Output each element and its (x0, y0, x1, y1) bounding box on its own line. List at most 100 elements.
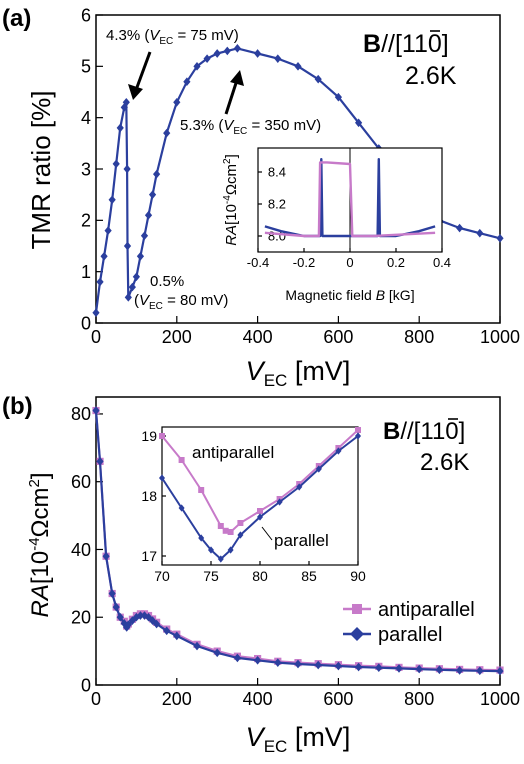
b-main-point-parallel (153, 619, 161, 629)
a-main-point-series-0 (213, 49, 221, 58)
b-inset-point-antiparallel (198, 487, 205, 493)
a-main-point-series-0 (100, 251, 108, 261)
a-main-point-series-0 (183, 77, 191, 87)
a-main-point-series-0 (140, 231, 149, 241)
b-main-point-parallel (456, 666, 464, 675)
b-inset-point-parallel (217, 555, 224, 563)
annotation-peak2: 5.3% (VEC = 350 mV) (180, 117, 321, 137)
a-main-point-series-0 (254, 49, 262, 58)
b-main-point-parallel (496, 666, 504, 676)
panel-a-inset: -0.4 -0.2 0 0.2 0.48.08.28.4 RA[10-4Ωcm2] Ma… (222, 147, 451, 303)
panel-a-inset-xlabel: Magnetic field B [kG] (285, 287, 414, 303)
a-main-point-series-0 (132, 272, 140, 282)
panel-b-legend: antiparallel parallel (343, 599, 475, 646)
a-inset-ytick-label: 8.2 (268, 197, 286, 212)
legend-label-parallel: parallel (378, 624, 442, 646)
b-inset-point-antiparallel (227, 529, 234, 535)
b-main-point-parallel (213, 648, 221, 658)
a-main-point-series-0 (334, 92, 342, 102)
a-inset-xtick-label: -0.2 (293, 255, 315, 270)
a-main-point-series-0 (163, 128, 171, 138)
b-main-point-parallel (395, 664, 403, 673)
b-main-xtick-label: 0 (91, 689, 101, 709)
a-main-ytick-label: 4 (81, 108, 91, 128)
b-main-point-parallel (355, 662, 363, 672)
annotation-min-line1: 0.5% (150, 273, 184, 290)
b-inset-point-parallel (355, 432, 361, 440)
b-inset-point-antiparallel (237, 520, 244, 526)
a-main-point-series-0 (193, 62, 201, 71)
b-inset-point-antiparallel (257, 508, 263, 514)
b-main-point-parallel (476, 666, 484, 676)
panel-b-inset-label-antiparallel: antiparallel (192, 443, 274, 462)
a-main-ytick-label: 3 (81, 159, 91, 179)
panel-b-inset-ticks: 70 75 80 85 90 17 18 19 (141, 428, 366, 584)
panel-a-ylabel: TMR ratio [%] (26, 91, 56, 250)
a-main-point-series-0 (223, 46, 231, 56)
b-main-ytick-label: 60 (71, 472, 91, 492)
annotation-peak1: 4.3% (VEC = 75 mV) (106, 27, 239, 47)
b-inset-point-antiparallel (159, 433, 165, 439)
b-main-point-parallel (435, 665, 443, 675)
b-inset-xtick-label: 85 (301, 568, 317, 584)
b-main-point-parallel (254, 655, 262, 665)
b-inset-point-parallel (315, 465, 322, 473)
b-main-point-parallel (96, 457, 104, 466)
a-main-point-series-0 (294, 62, 302, 71)
panel-b-inset: 70 75 80 85 90 17 18 19 antiparallel parallel (141, 426, 366, 584)
panel-a-temperature: 2.6K (405, 62, 457, 90)
a-main-point-series-0 (122, 97, 130, 107)
panel-a: (a) 0 200 400 600 800 1000 0 1 2 3 4 5 6 TMR ratio [… (2, 5, 520, 390)
panel-b-xlabel: VEC [mV] (246, 722, 351, 756)
b-main-point-parallel (108, 589, 116, 598)
a-inset-xtick-label: 0.2 (387, 255, 405, 270)
a-main-ytick-label: 0 (81, 313, 91, 333)
b-inset-point-parallel (208, 546, 214, 554)
b-main-point-parallel (163, 626, 171, 636)
legend-label-antiparallel: antiparallel (378, 599, 475, 621)
a-inset-xtick-label: 0 (346, 255, 353, 270)
a-main-point-series-0 (112, 159, 120, 169)
a-main-point-series-0 (116, 123, 124, 133)
a-main-point-series-0 (144, 210, 153, 220)
a-main-xtick-label: 800 (404, 327, 434, 347)
b-inset-point-antiparallel (178, 457, 185, 463)
a-main-point-series-0 (108, 195, 116, 205)
a-inset-xtick-label: 0.4 (433, 255, 451, 270)
arrow-peak2 (224, 70, 244, 115)
a-main-point-series-0 (203, 54, 211, 63)
b-main-point-parallel (102, 551, 110, 561)
a-main-xtick-label: 600 (323, 327, 353, 347)
annotation-min-line2: (VEC = 80 mV) (134, 292, 228, 312)
b-main-point-parallel (334, 661, 342, 671)
b-main-point-parallel (375, 663, 383, 673)
b-main-point-parallel (136, 611, 145, 620)
panel-b-inset-series (159, 427, 361, 563)
a-main-point-series-0 (496, 233, 504, 243)
a-main-point-series-0 (136, 251, 145, 261)
a-main-point-series-0 (104, 226, 112, 235)
a-main-point-series-0 (274, 54, 282, 63)
b-inset-xtick-label: 80 (252, 568, 268, 584)
b-inset-xtick-label: 90 (350, 568, 366, 584)
b-main-ytick-label: 20 (71, 608, 91, 628)
b-inset-point-antiparallel (217, 523, 224, 529)
panel-a-ticks: 0 200 400 600 800 1000 0 1 2 3 4 5 6 (81, 5, 520, 347)
panel-b-temperature: 2.6K (420, 449, 469, 476)
a-main-xtick-label: 200 (162, 327, 192, 347)
panel-a-xlabel: VEC [mV] (246, 356, 351, 390)
b-main-point-parallel (123, 623, 131, 632)
b-inset-point-parallel (178, 504, 185, 512)
panel-b: (b) 0 200 400 600 800 1000 0 20 40 60 80 RA[10-4Ωc… (2, 393, 520, 756)
panel-a-field-label: B//[110] (363, 30, 449, 58)
b-main-xtick-label: 400 (243, 689, 273, 709)
b-main-point-parallel (314, 660, 322, 670)
panel-a-label: (a) (2, 5, 31, 32)
b-main-point-parallel (415, 664, 423, 674)
b-main-point-parallel (294, 659, 302, 669)
b-inset-point-parallel (257, 513, 263, 521)
a-main-point-series-0 (153, 169, 161, 179)
a-main-ytick-label: 5 (81, 57, 91, 77)
a-main-point-series-0 (92, 308, 100, 318)
b-inset-point-parallel (227, 546, 234, 554)
